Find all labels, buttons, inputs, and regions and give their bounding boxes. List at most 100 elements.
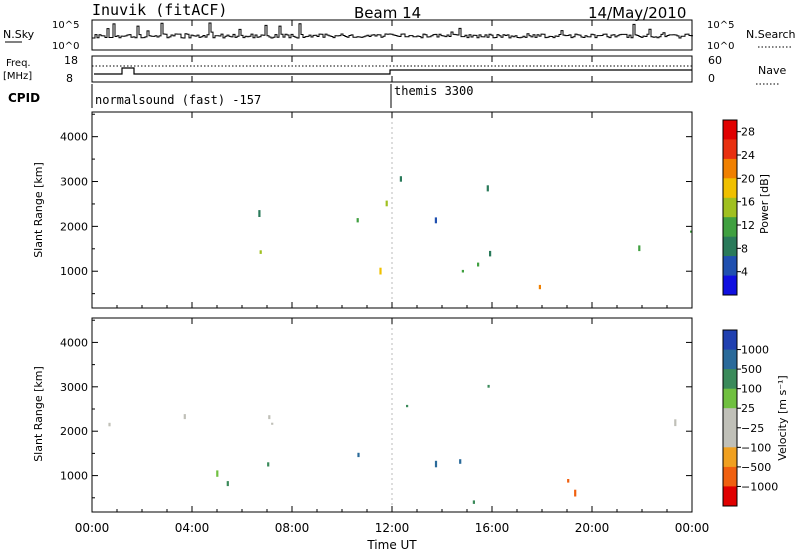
sky-right-tick-bottom: 10^0	[707, 41, 734, 52]
velocity-ytick-label: 4000	[60, 336, 88, 349]
power-colorbar-segment	[723, 197, 737, 218]
power-ylabel: Slant Range [km]	[32, 162, 45, 258]
beam-title: Beam 14	[354, 4, 421, 22]
velocity-cell-2	[271, 422, 274, 425]
freq-tick-bottom: 8	[66, 72, 73, 85]
power-colorbar-tick-label: 12	[741, 219, 755, 232]
sky-left-tick-bottom: 10^0	[52, 41, 79, 52]
velocity-colorbar-tick-label: −500	[741, 461, 771, 474]
power-colorbar-tick-label: 16	[741, 196, 755, 209]
nave-tick-top: 60	[708, 54, 722, 67]
velocity-colorbar-tick-label: 500	[741, 363, 762, 376]
power-colorbar-segment	[723, 120, 737, 140]
velocity-cell-5	[434, 460, 438, 468]
power-cells	[258, 176, 693, 290]
velocity-ytick-label: 2000	[60, 425, 88, 438]
power-cell-10	[434, 217, 437, 224]
power-cell-10	[489, 250, 492, 257]
velocity-cell-5	[459, 459, 462, 464]
freq-line	[94, 67, 692, 75]
power-colorbar-tick-label: 8	[741, 242, 748, 255]
power-colorbar-segment	[723, 236, 737, 257]
power-cell-13	[638, 245, 641, 252]
power-colorbar-tick-label: 20	[741, 172, 755, 185]
velocity-cell-4	[357, 452, 360, 458]
power-colorbar-label: Power [dB]	[758, 174, 771, 234]
velocity-colorbar-segment	[723, 388, 737, 409]
power-colorbar-tick-label: 28	[741, 126, 755, 139]
power-colorbar-segment	[723, 178, 737, 199]
power-colorbar-segment	[723, 256, 737, 276]
power-ytick-label: 3000	[60, 176, 88, 189]
velocity-colorbar-tick-label: −25	[741, 422, 764, 435]
power-colorbar-frame	[722, 119, 738, 296]
power-ytick-label: 2000	[60, 220, 88, 233]
velocity-cell-7	[574, 489, 577, 497]
power-colorbar-segment	[723, 158, 737, 179]
power-ytick-label: 1000	[60, 265, 88, 278]
velocity-cell-1	[216, 470, 219, 477]
velocity-colorbar-segment	[723, 427, 737, 448]
velocity-axes: 4000 3000 2000 1000	[60, 318, 692, 512]
cpid-mode-1: normalsound (fast) -157	[95, 93, 261, 107]
sky-bars	[91, 22, 693, 50]
x-tick-label: 08:00	[275, 521, 310, 535]
x-axis-label: Time UT	[366, 538, 417, 552]
power-colorbar-segment	[723, 217, 737, 238]
sky-count-line	[91, 22, 693, 50]
freq-label-2: [MHz]	[3, 71, 32, 82]
sky-right-label: N.Search	[746, 28, 796, 41]
freq-strip: Freq. [MHz] 18 8 60 0 Nave	[3, 54, 786, 85]
velocity-ytick-label: 3000	[60, 381, 88, 394]
velocity-colorbar-segment	[723, 349, 737, 370]
nave-label: Nave	[758, 64, 786, 77]
velocity-colorbar-segment	[723, 408, 737, 429]
freq-label-1: Freq.	[6, 58, 31, 69]
power-cell-10	[486, 185, 489, 192]
x-tick-label: 12:00	[375, 521, 410, 535]
power-cell-10	[399, 176, 402, 182]
power-cell-15	[690, 230, 693, 233]
velocity-colorbar-segment	[723, 486, 737, 507]
x-tick-label: 00:00	[75, 521, 110, 535]
power-cell-9	[385, 200, 388, 207]
station-title: Inuvik (fitACF)	[92, 1, 227, 19]
power-cell-11	[477, 262, 480, 267]
velocity-cell-0	[108, 422, 111, 427]
velocity-colorbar: 1000 500 100 25 −25 −100 −500 −1000	[722, 329, 778, 507]
power-colorbar-segment	[723, 275, 737, 296]
power-cell-7	[356, 218, 359, 223]
nave-tick-bottom: 0	[708, 72, 715, 85]
velocity-cell-3	[267, 462, 270, 467]
sky-right-tick-top: 10^5	[707, 20, 734, 31]
velocity-cell-6	[472, 500, 475, 504]
freq-tick-top: 18	[64, 54, 78, 67]
power-axes: 4000 3000 2000 1000	[60, 112, 692, 308]
velocity-colorbar-label: Velocity [m s⁻¹]	[776, 375, 789, 460]
velocity-cells	[108, 384, 677, 504]
power-cell-6	[259, 250, 262, 254]
power-cell-5	[258, 210, 261, 217]
power-colorbar-segment	[723, 139, 737, 160]
power-ytick-label: 4000	[60, 131, 88, 144]
velocity-colorbar-tick-label: 25	[741, 402, 755, 415]
x-tick-label: 00:00	[675, 521, 710, 535]
x-tick-label: 20:00	[575, 521, 610, 535]
power-cell-8	[379, 267, 382, 275]
velocity-cell-5	[406, 404, 409, 408]
velocity-colorbar-segment	[723, 369, 737, 390]
velocity-colorbar-tick-label: 1000	[741, 344, 769, 357]
velocity-colorbar-segment	[723, 447, 737, 468]
sky-strip: N.Sky 10^5 10^0 10^5 10^0 N.Search	[3, 19, 796, 52]
power-cell-11	[461, 269, 464, 273]
cpid-mode-2: themis 3300	[394, 84, 473, 98]
cpid-row: CPID normalsound (fast) -157 themis 3300	[8, 84, 473, 108]
x-tick-label: 04:00	[175, 521, 210, 535]
velocity-colorbar-tick-label: −1000	[741, 480, 778, 493]
power-panel: 4000 3000 2000 1000 Slant Range [km] 28 24 20…	[32, 111, 771, 309]
velocity-colorbar-segment	[723, 330, 737, 351]
velocity-cell-8	[567, 479, 570, 483]
velocity-cell-9	[674, 419, 677, 427]
sky-left-tick-top: 10^5	[52, 20, 79, 31]
